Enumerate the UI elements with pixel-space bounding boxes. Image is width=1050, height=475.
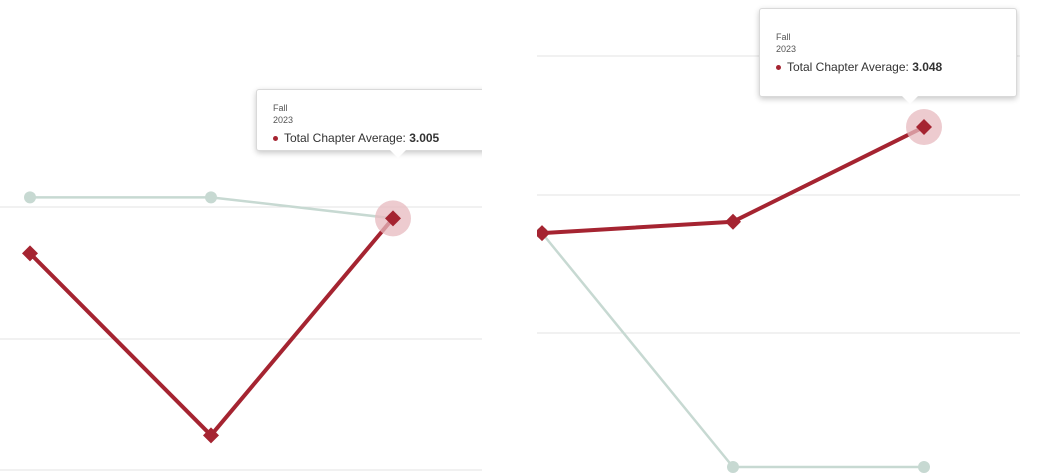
- series-color-dot: [776, 65, 781, 71]
- tooltip-period: Fall: [273, 103, 288, 113]
- data-point-main: [22, 245, 38, 262]
- data-point-main: [916, 119, 932, 135]
- chart-panel-right: Fall 2023 Total Chapter Average: 3.048: [537, 0, 1020, 475]
- tooltip-year: 2023: [273, 115, 294, 125]
- data-point-main: [203, 427, 219, 444]
- chart-tooltip: Fall 2023 Total Chapter Average: 3.048: [759, 8, 1017, 104]
- tooltip-row: Total Chapter Average: 3.005: [273, 130, 481, 146]
- data-point-main: [385, 210, 401, 227]
- series-line-secondary: [541, 232, 924, 469]
- chart-panel-left: Fall 2023 Total Chapter Average: 3.005: [0, 0, 482, 475]
- chart-tooltip: Fall 2023 Total Chapter Average: 3.005: [256, 89, 482, 158]
- data-point-secondary: [24, 191, 36, 204]
- data-point-secondary: [727, 461, 739, 473]
- line-chart-left: [0, 191, 482, 471]
- tooltip-series-name: Total Chapter Average: [787, 60, 906, 74]
- tooltip-year: 2023: [776, 44, 797, 54]
- data-point-main: [537, 225, 550, 242]
- data-point-main: [725, 213, 741, 230]
- tooltip-row: Total Chapter Average: 3.048: [776, 59, 1002, 75]
- data-point-secondary: [918, 461, 930, 473]
- data-point-secondary: [205, 191, 217, 204]
- series-color-dot: [273, 136, 278, 142]
- tooltip-value: 3.048: [912, 60, 943, 74]
- tooltip-series-name: Total Chapter Average: [284, 131, 403, 145]
- tooltip-period: Fall: [776, 32, 791, 42]
- series-line-main: [28, 217, 395, 438]
- tooltip-value: 3.005: [409, 131, 440, 145]
